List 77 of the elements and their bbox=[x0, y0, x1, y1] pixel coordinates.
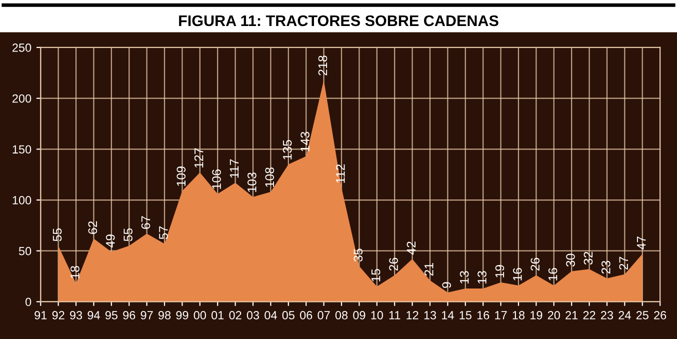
y-tick-label: 200 bbox=[12, 94, 32, 103]
x-tick-label: 99 bbox=[176, 311, 188, 320]
data-label: 62 bbox=[88, 221, 98, 234]
data-label: 103 bbox=[248, 172, 256, 192]
data-label: 21 bbox=[424, 262, 434, 276]
x-tick-label: 07 bbox=[318, 311, 330, 320]
data-label: 108 bbox=[265, 167, 274, 187]
data-label: 55 bbox=[124, 228, 132, 242]
x-tick-label: 18 bbox=[512, 311, 525, 320]
x-tick-label: 14 bbox=[442, 311, 454, 320]
data-label: 143 bbox=[300, 132, 310, 152]
data-label: 13 bbox=[478, 271, 486, 284]
data-label: 127 bbox=[194, 148, 204, 168]
x-tick-label: 25 bbox=[636, 311, 648, 320]
x-tick-label: 94 bbox=[88, 311, 100, 320]
x-tick-label: 08 bbox=[335, 311, 348, 320]
data-label: 106 bbox=[212, 170, 221, 189]
data-label: 19 bbox=[495, 265, 504, 278]
x-tick-label: 03 bbox=[246, 311, 260, 320]
y-tick-label: 0 bbox=[25, 298, 32, 306]
data-label: 26 bbox=[530, 258, 540, 271]
x-tick-label: 12 bbox=[406, 311, 418, 320]
x-tick-label: 91 bbox=[34, 311, 47, 320]
x-tick-label: 16 bbox=[477, 311, 490, 320]
data-label: 218 bbox=[318, 56, 328, 76]
x-tick-label: 06 bbox=[300, 311, 312, 320]
data-label: 117 bbox=[230, 159, 239, 178]
x-tick-label: 09 bbox=[353, 311, 366, 320]
data-label: 112 bbox=[336, 164, 345, 183]
x-tick-label: 26 bbox=[654, 311, 666, 320]
x-tick-label: 20 bbox=[548, 311, 560, 320]
y-tick-label: 100 bbox=[12, 196, 32, 204]
x-tick-label: 21 bbox=[566, 311, 578, 320]
y-tick-label: 250 bbox=[12, 43, 32, 52]
x-tick-label: 95 bbox=[105, 311, 118, 320]
data-label: 16 bbox=[512, 268, 522, 280]
x-tick-label: 92 bbox=[52, 311, 64, 320]
data-label: 18 bbox=[70, 266, 80, 278]
x-tick-label: 01 bbox=[212, 311, 224, 320]
data-label: 26 bbox=[389, 258, 398, 271]
x-tick-label: 15 bbox=[460, 311, 472, 320]
data-label: 42 bbox=[406, 242, 416, 255]
x-tick-label: 10 bbox=[371, 311, 383, 320]
chart-title: FIGURA 11: TRACTORES SOBRE CADENAS bbox=[179, 15, 498, 26]
data-label: 55 bbox=[52, 228, 62, 242]
x-tick-label: 04 bbox=[264, 311, 277, 320]
x-tick-label: 22 bbox=[583, 311, 596, 320]
x-tick-label: 17 bbox=[495, 311, 507, 320]
data-label: 57 bbox=[159, 226, 168, 240]
data-label: 49 bbox=[106, 234, 115, 248]
data-label: 15 bbox=[372, 269, 380, 282]
data-label: 35 bbox=[354, 248, 363, 262]
x-tick-label: 05 bbox=[282, 311, 294, 320]
x-tick-label: 93 bbox=[70, 311, 82, 320]
data-label: 47 bbox=[637, 236, 646, 250]
x-tick-label: 13 bbox=[424, 311, 436, 320]
x-tick-label: 98 bbox=[158, 311, 171, 320]
x-tick-label: 24 bbox=[618, 311, 631, 320]
data-label: 13 bbox=[460, 271, 469, 284]
data-label: 109 bbox=[176, 166, 186, 186]
x-tick-label: 19 bbox=[530, 311, 542, 320]
x-tick-label: 97 bbox=[140, 311, 153, 320]
x-tick-label: 23 bbox=[601, 311, 614, 320]
data-label: 27 bbox=[619, 256, 628, 270]
y-tick-label: 150 bbox=[12, 145, 32, 154]
x-tick-label: 00 bbox=[194, 311, 206, 320]
data-label: 9 bbox=[442, 282, 452, 288]
y-tick-label: 50 bbox=[18, 246, 32, 256]
data-label: 16 bbox=[548, 268, 558, 280]
x-tick-label: 02 bbox=[229, 311, 242, 320]
x-tick-label: 11 bbox=[389, 311, 400, 320]
data-label: 67 bbox=[141, 216, 150, 229]
x-tick-label: 96 bbox=[123, 311, 136, 320]
data-label: 135 bbox=[282, 140, 292, 160]
data-label: 30 bbox=[566, 254, 575, 267]
data-label: 32 bbox=[584, 252, 593, 265]
data-label: 23 bbox=[601, 260, 610, 274]
